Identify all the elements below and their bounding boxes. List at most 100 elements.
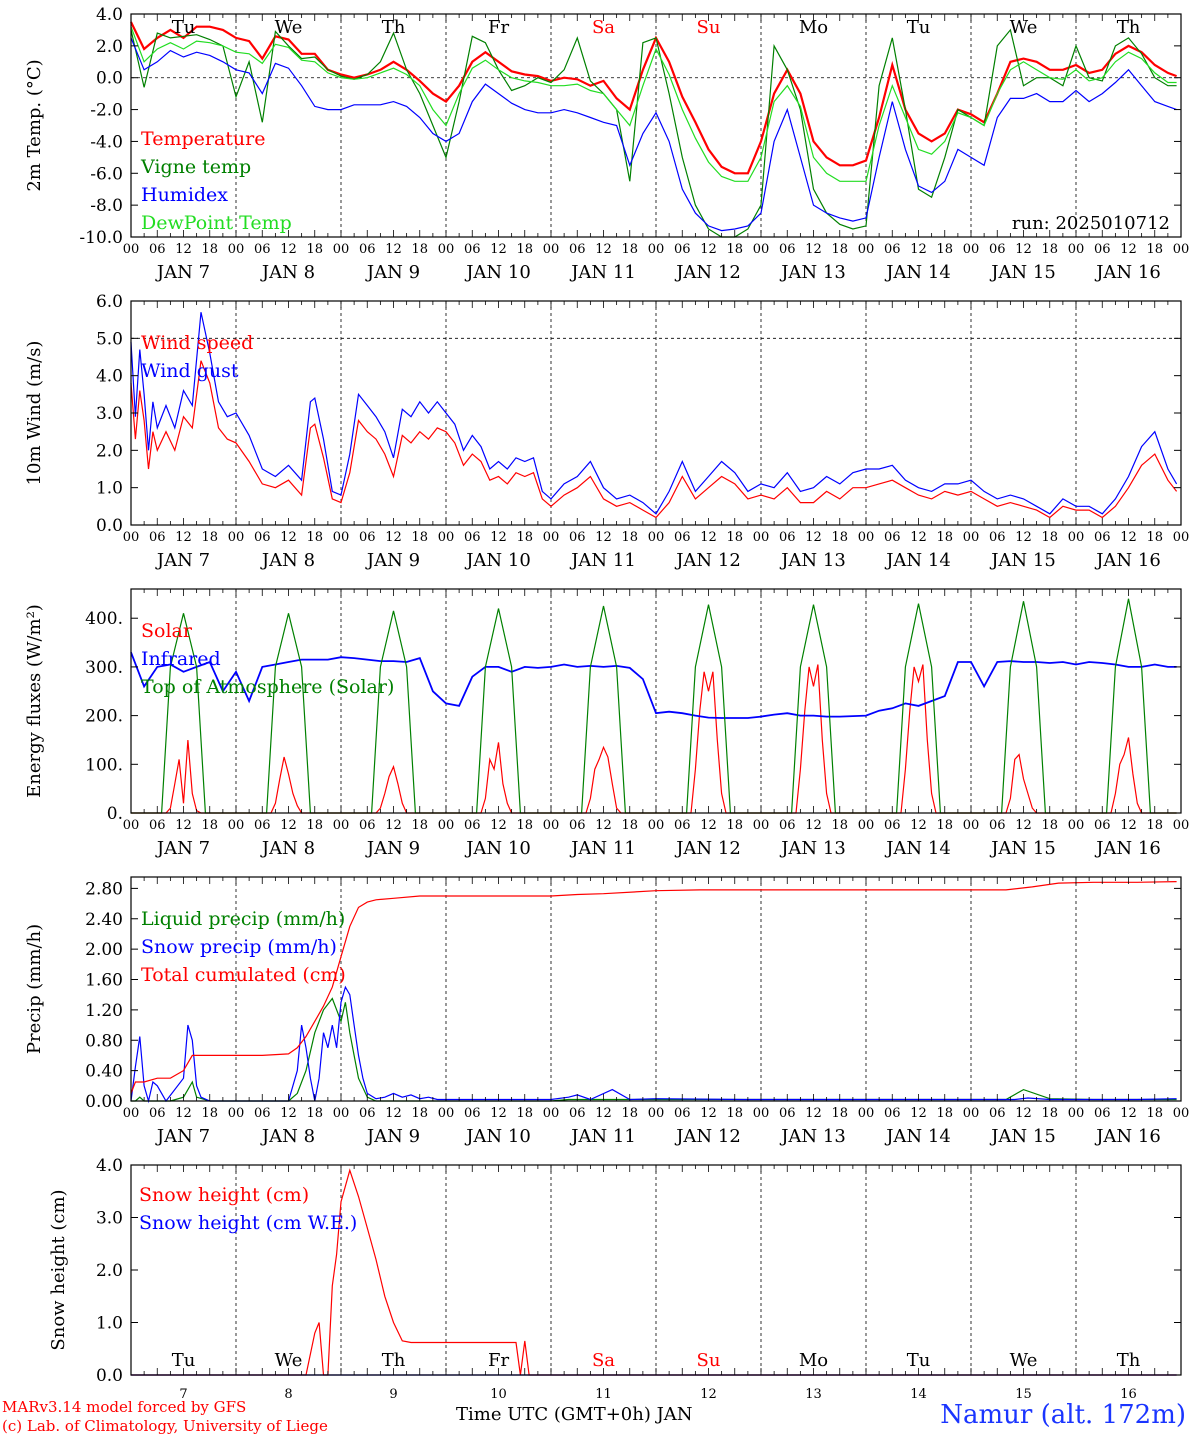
date-label: JAN 8 <box>260 262 315 283</box>
x-tick-label: 06 <box>884 1106 901 1121</box>
x-tick-label: 00 <box>858 530 875 545</box>
date-label: JAN 8 <box>260 1126 315 1147</box>
x-tick-label: 00 <box>228 1106 245 1121</box>
series-line-blue <box>130 37 1177 232</box>
legend-entry: Vigne temp <box>140 156 251 178</box>
x-tick-label: 18 <box>306 1106 323 1121</box>
weekday-label: Tu <box>907 1350 931 1371</box>
station-label: Namur (alt. 172m) <box>940 1400 1186 1430</box>
y-axis-label: Energy fluxes (W/m²) <box>24 604 45 798</box>
x-tick-label: 18 <box>831 818 848 833</box>
x-tick-label: 00 <box>333 1106 350 1121</box>
x-tick-label: 00 <box>333 530 350 545</box>
series-line-green <box>130 28 1177 238</box>
x-tick-label: 12 <box>385 818 402 833</box>
x-tick-label: 12 <box>175 1106 192 1121</box>
x-tick-label: 06 <box>149 242 166 257</box>
date-label: JAN 11 <box>569 1126 636 1147</box>
panel-4: 0.00 0.40 0.80 1.20 1.60 2.00 2.40 2.80 Precip (… <box>24 876 1190 1147</box>
x-tick-label: 00 <box>438 818 455 833</box>
x-tick-label: 00 <box>963 818 980 833</box>
x-tick-label: 18 <box>831 242 848 257</box>
x-tick-label: 06 <box>674 818 691 833</box>
x-tick-label: 00 <box>648 818 665 833</box>
y-tick-label: 2.00 <box>85 940 123 960</box>
legend-entry: Wind speed <box>141 332 253 354</box>
y-tick-label: 0.0 <box>96 69 123 89</box>
x-tick-label: 12 <box>175 818 192 833</box>
x-tick-label: 06 <box>464 530 481 545</box>
day-number-label: 13 <box>805 1387 822 1402</box>
weekday-label: Sa <box>592 1350 615 1371</box>
x-tick-label: 00 <box>1068 530 1085 545</box>
x-tick-label: 12 <box>280 242 297 257</box>
x-tick-label: 12 <box>175 242 192 257</box>
x-tick-label: 12 <box>1120 1106 1137 1121</box>
series-line-blue <box>130 651 1177 719</box>
x-tick-label: 18 <box>1146 1106 1163 1121</box>
day-number-label: 12 <box>700 1387 717 1402</box>
x-tick-label: 12 <box>805 1106 822 1121</box>
date-label: JAN 11 <box>569 262 636 283</box>
x-tick-label: 00 <box>858 1106 875 1121</box>
x-tick-label: 00 <box>1068 1106 1085 1121</box>
day-number-label: 16 <box>1120 1387 1137 1402</box>
x-tick-label: 18 <box>411 1106 428 1121</box>
x-tick-label: 12 <box>385 530 402 545</box>
y-tick-label: 400. <box>85 609 123 629</box>
weekday-label: We <box>275 17 303 38</box>
x-tick-label: 06 <box>1094 818 1111 833</box>
x-tick-label: 12 <box>1120 242 1137 257</box>
x-tick-label: 06 <box>254 1106 271 1121</box>
x-tick-label: 12 <box>490 530 507 545</box>
x-tick-label: 18 <box>621 1106 638 1121</box>
x-tick-label: 00 <box>438 530 455 545</box>
date-label: JAN 11 <box>569 838 636 859</box>
x-tick-label: 00 <box>753 1106 770 1121</box>
lab-line: (c) Lab. of Climatology, University of L… <box>2 1417 328 1435</box>
weekday-label: Tu <box>907 17 931 38</box>
y-axis-label: Precip (mm/h) <box>24 924 45 1054</box>
x-tick-label: 18 <box>411 242 428 257</box>
x-tick-label: 00 <box>228 818 245 833</box>
x-tick-label: 18 <box>831 1106 848 1121</box>
run-label: run: 2025010712 <box>1012 213 1170 234</box>
x-tick-label: 06 <box>149 1106 166 1121</box>
x-tick-label: 06 <box>569 530 586 545</box>
date-label: JAN 12 <box>674 1126 741 1147</box>
x-tick-label: 18 <box>1041 242 1058 257</box>
date-label: JAN 12 <box>674 262 741 283</box>
x-tick-label: 06 <box>779 242 796 257</box>
legend-entry: Liquid precip (mm/h) <box>141 908 345 930</box>
y-tick-label: 2.40 <box>85 910 123 930</box>
date-label: JAN 8 <box>260 550 315 571</box>
y-tick-label: 0.0 <box>96 516 123 536</box>
x-tick-label: 12 <box>385 242 402 257</box>
y-axis-label: 2m Temp. (°C) <box>24 59 45 191</box>
day-number-label: 10 <box>490 1387 507 1402</box>
x-tick-label: 00 <box>1173 1106 1190 1121</box>
x-tick-label: 18 <box>621 242 638 257</box>
x-tick-label: 12 <box>700 242 717 257</box>
date-label: JAN 9 <box>365 1126 420 1147</box>
x-tick-label: 06 <box>989 242 1006 257</box>
x-tick-label: 18 <box>1041 818 1058 833</box>
x-tick-label: 00 <box>1068 242 1085 257</box>
legend-entry: Total cumulated (cm) <box>141 964 346 986</box>
x-tick-label: 12 <box>700 818 717 833</box>
x-tick-label: 06 <box>254 530 271 545</box>
x-tick-label: 06 <box>359 530 376 545</box>
x-tick-label: 18 <box>936 242 953 257</box>
x-tick-label: 18 <box>831 530 848 545</box>
weekday-label: Th <box>382 1350 406 1371</box>
x-tick-label: 06 <box>884 818 901 833</box>
date-label: JAN 12 <box>674 838 741 859</box>
x-tick-label: 00 <box>858 242 875 257</box>
y-tick-label: 0.40 <box>85 1062 123 1082</box>
y-axis-label: 10m Wind (m/s) <box>24 341 45 486</box>
weekday-label: Tu <box>172 17 196 38</box>
date-label: JAN 15 <box>989 1126 1056 1147</box>
legend-entry: Infrared <box>141 648 221 670</box>
y-tick-label: 1.60 <box>85 971 123 991</box>
